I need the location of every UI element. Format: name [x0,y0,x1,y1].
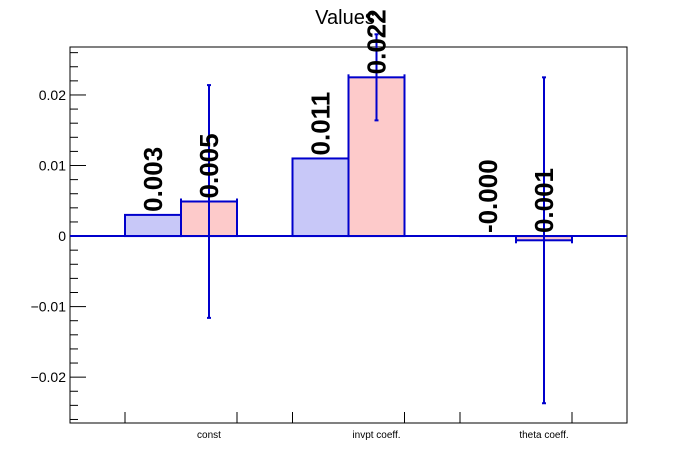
y-axis: 0.02 0.01 0 −0.01 −0.02 [31,52,86,420]
chart-title: Values [315,7,375,29]
plot-frame [69,46,628,424]
value-labels: 0.003 0.011 -0.000 0.005 0.022 0.001 [138,9,559,233]
y-tick-label: 0.02 [39,87,66,103]
value-label: 0.005 [194,133,224,198]
bar [291,157,350,238]
x-tick-label: theta coeff. [519,430,568,441]
value-label: 0.011 [306,92,336,156]
value-label: 0.022 [362,9,392,74]
bar [124,213,182,238]
x-tick-label: const [197,430,221,441]
x-tick-label: invpt coeff. [352,430,400,441]
bars [124,76,573,242]
value-label: 0.003 [138,147,168,212]
value-label: 0.001 [529,168,559,233]
y-tick-label: 0 [58,228,66,244]
y-tick-label: 0.01 [39,158,66,174]
error-bars [180,33,573,405]
y-tick-label: −0.01 [31,299,67,315]
y-tick-label: −0.02 [31,369,67,385]
x-axis: const invpt coeff. theta coeff. [124,412,573,441]
value-label: -0.000 [473,159,503,233]
bar [347,76,406,238]
